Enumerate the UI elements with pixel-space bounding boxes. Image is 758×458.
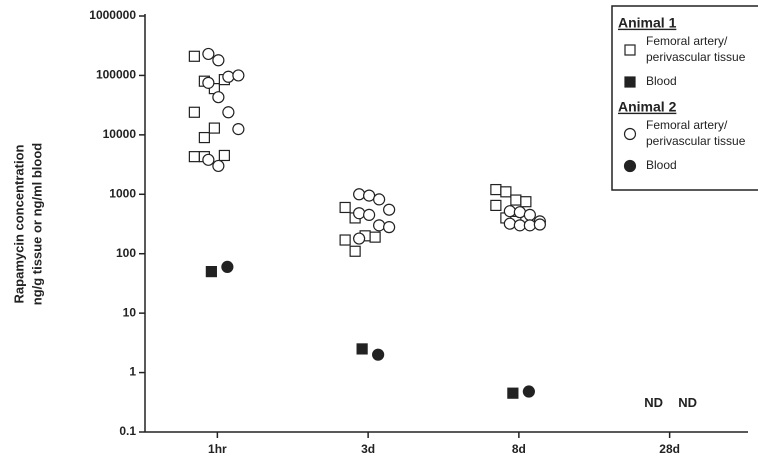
legend-label: Blood (646, 74, 677, 88)
legend-marker (623, 127, 637, 141)
legend-label: Femoral artery/perivascular tissue (646, 118, 746, 148)
x-tick-label: 3d (361, 442, 375, 456)
data-point (353, 232, 366, 245)
data-point (520, 196, 532, 208)
data-point (232, 122, 245, 136)
y-tick-label: 1 (129, 365, 136, 379)
y-tick-label: 100 (116, 246, 136, 260)
y-tick-label: 0.1 (119, 424, 136, 438)
legend-marker (624, 76, 636, 88)
data-point (205, 266, 217, 278)
data-point (212, 159, 225, 173)
x-tick-label: 8d (512, 442, 526, 456)
annotation: ND (644, 395, 663, 410)
y-tick-label: 1000 (109, 186, 136, 200)
data-point (363, 208, 376, 221)
legend-label: Femoral artery/perivascular tissue (646, 34, 746, 64)
data-point (202, 76, 215, 89)
data-point (339, 201, 351, 214)
data-point (507, 387, 519, 399)
y-tick-label: 10 (123, 305, 137, 319)
y-tick-label: 1000000 (89, 8, 136, 22)
legend-box (611, 5, 758, 191)
data-point (202, 153, 215, 166)
data-point (523, 208, 536, 221)
data-point (212, 54, 225, 67)
y-axis-label: ng/g tissue or ng/ml blood (29, 143, 44, 306)
data-point (222, 106, 235, 119)
data-point (188, 50, 200, 62)
data-point (522, 385, 535, 398)
data-point (513, 206, 526, 219)
data-point (373, 219, 386, 232)
data-point (356, 343, 368, 355)
legend-group-title: Animal 1 (618, 15, 677, 31)
data-point (212, 91, 225, 104)
data-point (503, 217, 516, 230)
data-point (222, 70, 235, 83)
data-point (188, 151, 200, 163)
data-point (188, 106, 200, 118)
data-point (369, 231, 381, 243)
data-point (490, 199, 502, 212)
data-point (339, 234, 351, 246)
data-point (383, 221, 396, 234)
data-point (218, 149, 230, 162)
data-point (523, 219, 536, 232)
data-point (208, 122, 220, 134)
y-axis-label: Rapamycin concentration (11, 144, 26, 303)
data-point (372, 348, 385, 361)
legend-marker (623, 159, 637, 173)
data-point (510, 194, 522, 206)
legend-marker (624, 44, 636, 56)
data-point (202, 47, 215, 61)
data-point (373, 193, 386, 206)
legend-group-title: Animal 2 (618, 99, 677, 115)
x-tick-label: 1hr (208, 442, 227, 456)
data-point (513, 219, 526, 232)
data-point (353, 207, 366, 220)
data-point (363, 189, 376, 202)
data-point (349, 245, 361, 257)
data-point (232, 69, 245, 82)
data-point (503, 205, 516, 218)
y-tick-label: 100000 (96, 68, 136, 82)
data-point (490, 183, 502, 196)
legend-label: Blood (646, 158, 677, 172)
x-tick-label: 28d (659, 442, 680, 456)
data-point (198, 131, 210, 144)
data-point (500, 186, 512, 198)
data-point (221, 260, 234, 273)
annotation: ND (678, 395, 697, 410)
y-tick-label: 10000 (103, 127, 137, 141)
data-point (533, 218, 546, 231)
data-point (353, 188, 366, 201)
data-point (383, 203, 396, 216)
